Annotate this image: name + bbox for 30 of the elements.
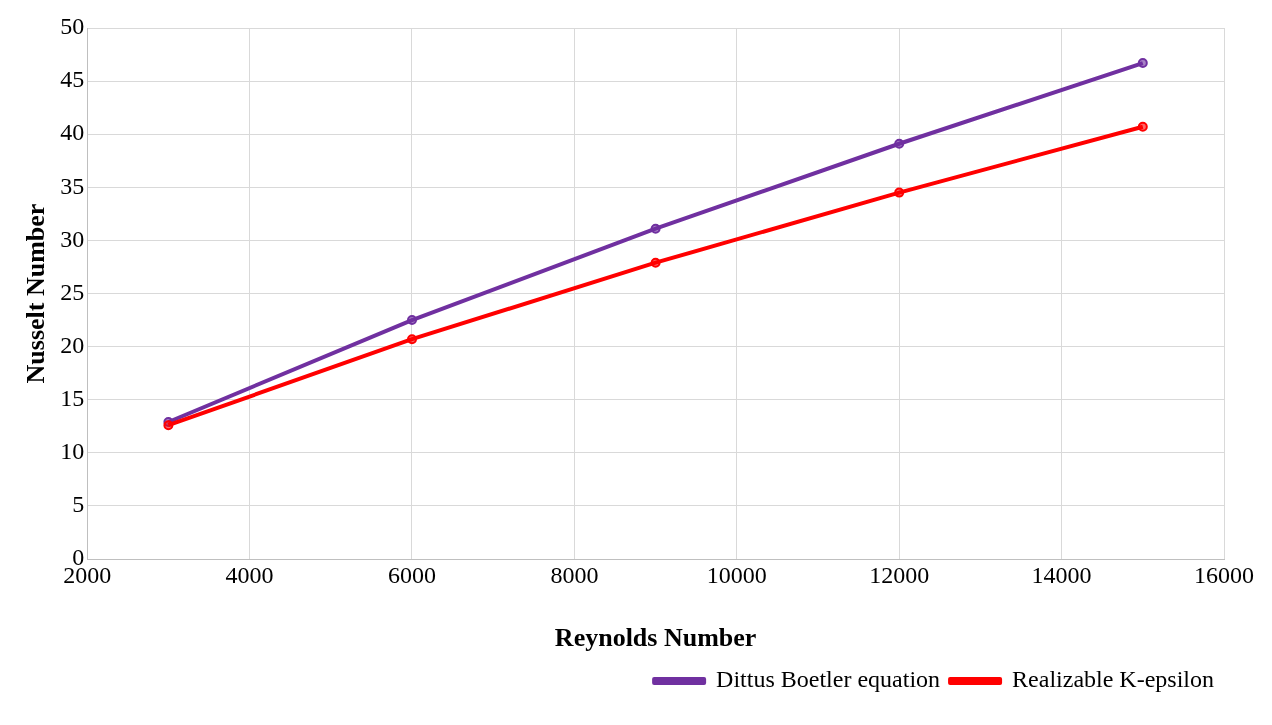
x-tick-label: 8000	[550, 561, 599, 588]
y-tick-label: 20	[60, 331, 85, 358]
point	[1137, 121, 1148, 132]
y-tick-label: 10	[60, 438, 85, 465]
x-tick-label: 4000	[225, 561, 274, 588]
y-tick-label: 25	[60, 278, 85, 305]
point	[650, 223, 661, 234]
point	[894, 187, 905, 198]
legend-label: Dittus Boetler equation	[716, 666, 941, 693]
point	[407, 315, 417, 326]
point	[894, 138, 905, 149]
x-tick-label: 6000	[388, 561, 436, 588]
y-tick-label: 40	[60, 119, 85, 146]
point	[1137, 58, 1148, 69]
y-tick-label: 35	[60, 172, 85, 199]
y-tick-label: 15	[60, 385, 85, 411]
x-tick-label: 16000	[1194, 561, 1254, 588]
point	[163, 420, 174, 431]
x-axis-title: Reynolds Number	[554, 623, 757, 653]
y-tick-label: 5	[72, 491, 85, 518]
legend-label: Realizable K-epsilon	[1012, 666, 1215, 693]
y-axis-title: Nusselt Number	[21, 203, 51, 384]
x-tick-label: 14000	[1031, 561, 1092, 588]
x-tick-label: 10000	[706, 561, 767, 588]
x-tick-label: 12000	[869, 561, 930, 588]
point	[650, 257, 661, 268]
y-tick-label: 30	[60, 225, 85, 252]
y-tick-label: 45	[60, 66, 85, 93]
point	[407, 334, 417, 345]
y-tick-label: 50	[60, 13, 85, 40]
